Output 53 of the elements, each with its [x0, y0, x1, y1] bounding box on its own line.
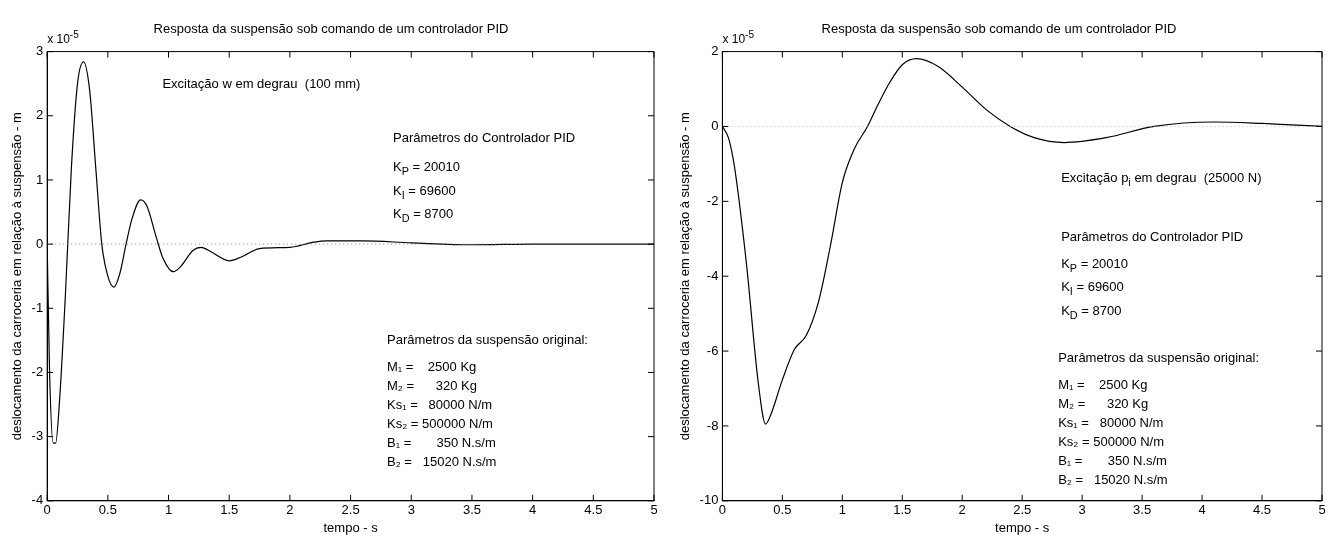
x-tick-label: 4.5 — [1253, 502, 1272, 518]
y-tick-label: -1 — [31, 299, 44, 315]
x-tick-label: 2 — [286, 502, 294, 518]
annotation: Parâmetros do Controlador PID — [1061, 227, 1244, 246]
y-axis-title: deslocamento da carroceria em relação à suspensão - m — [677, 112, 693, 441]
annotation: M₁ = 2500 Kg M₂ = 320 Kg Ks₁ = 80000 N/m Ks₂ = 500000 N/m B₁ = 350 N.s/m B₂ = 15020 N.s/m — [1058, 376, 1168, 489]
text: x 10$^{-5}$ — [722, 27, 754, 48]
x-tick-label: 3 — [407, 502, 415, 518]
y-tick-label: 0 — [35, 235, 44, 251]
y-axis-title: deslocamento da carroceria em relação à suspensão - m — [9, 112, 25, 441]
x-tick-label: 3.5 — [1133, 502, 1152, 518]
x-axis-title: tempo - s — [323, 519, 379, 535]
y-tick-label: 2 — [711, 43, 719, 59]
chart-title: Resposta da suspensão sob comando de um controlador PID — [153, 21, 509, 37]
x-tick-label: 5 — [1318, 502, 1326, 518]
annotation: Parâmetros da suspensão original: — [386, 331, 588, 350]
text: K$_{P}$ = 20010 K$_{I}$ = 69600 K$_{D}$ = 8700 — [1061, 255, 1129, 321]
y-tick-label: 1 — [35, 171, 44, 187]
x-tick-label: 4.5 — [584, 502, 603, 518]
y-tick-label: -2 — [706, 192, 719, 208]
x-tick-label: 3 — [1078, 502, 1086, 518]
x-tick-label: 2 — [958, 502, 966, 518]
x-tick-label: 2.5 — [341, 502, 360, 518]
x-tick-label: 1.5 — [893, 502, 912, 518]
x-tick-label: 5 — [650, 502, 658, 518]
y-tick-label: 2 — [35, 107, 44, 123]
x-tick-label: 0.5 — [98, 502, 117, 518]
text: K$_{P}$ = 20010 K$_{I}$ = 69600 K$_{D}$ = 8700 — [393, 159, 460, 224]
y-tick-label: -10 — [699, 492, 719, 508]
text: x 10$^{-5}$ — [47, 27, 79, 48]
annotation: Excitação p$_{i}$ em degrau (25000 N) — [1061, 169, 1262, 190]
x-tick-label: 0.5 — [773, 502, 792, 518]
x-tick-label: 3.5 — [462, 502, 481, 518]
y-tick-label: -2 — [31, 364, 44, 380]
annotation: Parâmetros da suspensão original: — [1058, 349, 1260, 368]
chart-title: Resposta da suspensão sob comando de um controlador PID — [821, 21, 1177, 37]
y-tick-label: 3 — [35, 43, 44, 59]
annotation: M₁ = 2500 Kg M₂ = 320 Kg Ks₁ = 80000 N/m Ks₂ = 500000 N/m B₁ = 350 N.s/m B₂ = 15020 N.s/m — [386, 358, 497, 472]
x-axis-title: tempo - s — [995, 519, 1050, 535]
x-tick-label: 2.5 — [1013, 502, 1032, 518]
x-tick-label: 1.5 — [220, 502, 239, 518]
y-tick-label: 0 — [711, 118, 719, 134]
annotation: Excitação w em degrau (100 mm) — [162, 75, 361, 94]
y-tick-label: -8 — [706, 417, 719, 433]
annotation: Parâmetros do Controlador PID — [393, 128, 576, 147]
y-tick-label: -6 — [706, 342, 719, 358]
x-tick-label: 1 — [838, 502, 846, 518]
x-tick-label: 4 — [1198, 502, 1206, 518]
x-tick-label: 1 — [164, 502, 173, 518]
x-tick-label: 4 — [529, 502, 537, 518]
y-tick-label: -4 — [706, 267, 719, 283]
y-tick-label: -4 — [31, 492, 44, 508]
y-tick-label: -3 — [31, 428, 44, 444]
